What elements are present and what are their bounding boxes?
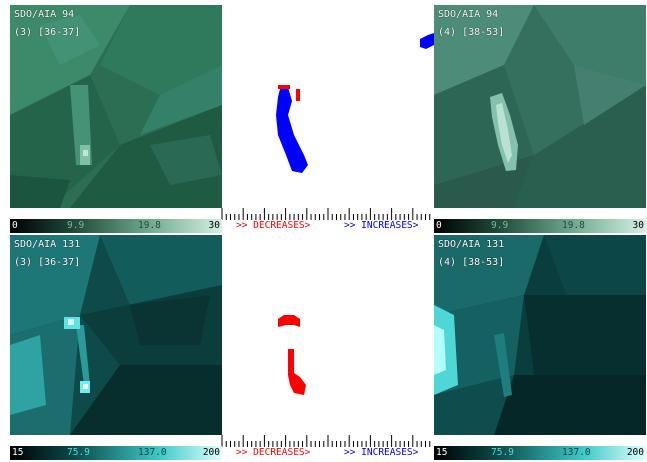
aia94-frame3-image: SDO/AIA 94 (3) [36-37] (10, 5, 222, 208)
aia131-difference-map (222, 235, 434, 435)
frame-label: (3) [36-37] (14, 257, 81, 268)
decrease-region (278, 85, 300, 101)
axis-ticks (9, 432, 646, 447)
colorbar-max: 30 (208, 220, 220, 231)
colorbar-min: 0 (12, 220, 18, 231)
decreases-label: >> DECREASES> (236, 220, 311, 231)
frame-label: (4) [38-53] (438, 257, 505, 268)
colorbar-mid1: 75.9 (67, 447, 90, 458)
aia94-difference-map (222, 5, 434, 208)
increase-region (276, 33, 434, 173)
colorbar-mid2: 19.8 (562, 220, 585, 231)
colorbar-max: 200 (202, 447, 220, 458)
aia94-colorbar-left: 0 9.9 19.8 30 (10, 219, 222, 233)
decrease-region (278, 315, 306, 395)
increases-label: >> INCREASES> (344, 447, 419, 458)
colorbar-min: 0 (436, 220, 442, 231)
aia131-frame3-image: SDO/AIA 131 (3) [36-37] (10, 235, 222, 435)
colorbar-mid2: 19.8 (138, 220, 161, 231)
colorbar-mid1: 9.9 (67, 220, 85, 231)
axis-ticks (9, 205, 646, 220)
aia94-colorbar-right: 0 9.9 19.8 30 (434, 219, 646, 233)
colorbar-mid1: 75.9 (491, 447, 514, 458)
colorbar-mid1: 9.9 (491, 220, 509, 231)
frame-label: (4) [38-53] (438, 27, 505, 38)
colorbar-mid2: 137.0 (138, 447, 167, 458)
instrument-label: SDO/AIA 131 (14, 239, 81, 250)
instrument-label: SDO/AIA 131 (438, 239, 505, 250)
frame-label: (3) [36-37] (14, 27, 81, 38)
colorbar-max: 30 (632, 220, 644, 231)
colorbar-min: 15 (12, 447, 24, 458)
aia94-frame4-image: SDO/AIA 94 (4) [38-53] (434, 5, 646, 208)
instrument-label: SDO/AIA 94 (14, 9, 75, 20)
aia131-colorbar-left: 15 75.9 137.0 200 (10, 446, 222, 460)
increases-label: >> INCREASES> (344, 220, 419, 231)
colorbar-max: 200 (626, 447, 644, 458)
aia131-colorbar-right: 15 75.9 137.0 200 (434, 446, 646, 460)
instrument-label: SDO/AIA 94 (438, 9, 499, 20)
colorbar-mid2: 137.0 (562, 447, 591, 458)
decreases-label: >> DECREASES> (236, 447, 311, 458)
colorbar-min: 15 (436, 447, 448, 458)
aia131-frame4-image: SDO/AIA 131 (4) [38-53] (434, 235, 646, 435)
